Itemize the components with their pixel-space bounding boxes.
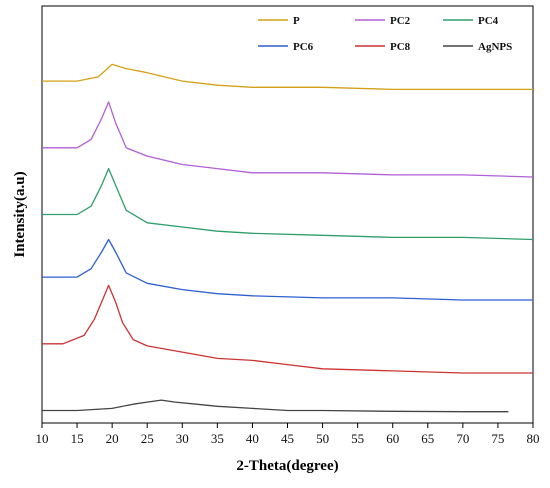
- x-tick-label: 35: [211, 431, 224, 446]
- x-tick-label: 50: [316, 431, 329, 446]
- series-line-p: [42, 63, 533, 91]
- series-line-agnps: [42, 399, 509, 413]
- x-tick-label: 25: [141, 431, 154, 446]
- series-line-pc4: [42, 167, 534, 241]
- series-group: [42, 63, 534, 413]
- x-tick-label: 55: [351, 431, 364, 446]
- plot-area: 10 15 20 25 30 35 40 45 50 55 60 65 70 75 80: [36, 5, 540, 446]
- series-line-pc8: [42, 284, 533, 374]
- series-line-pc6: [42, 238, 533, 301]
- x-tick-label: 65: [421, 431, 434, 446]
- x-tick-label: 80: [527, 431, 540, 446]
- x-tick-label: 70: [456, 431, 469, 446]
- x-tick-label: 40: [246, 431, 259, 446]
- legend-label-pc2: PC2: [390, 15, 411, 27]
- x-tick-label: 75: [491, 431, 504, 446]
- legend-label-pc4: PC4: [478, 15, 499, 27]
- x-tick-label: 30: [176, 431, 189, 446]
- x-tick-label: 45: [281, 431, 294, 446]
- x-tick-label: 20: [106, 431, 119, 446]
- legend-label-pc8: PC8: [390, 41, 411, 53]
- y-axis-title: Intensity(a.u): [12, 171, 28, 257]
- legend-label-pc6: PC6: [293, 41, 314, 53]
- x-axis-ticks: 10 15 20 25 30 35 40 45 50 55 60 65 70 75 80: [36, 423, 540, 446]
- legend: P PC2 PC4 PC6 PC8 AgNPS: [258, 15, 512, 53]
- legend-label-agnps: AgNPS: [478, 41, 512, 53]
- x-axis-title: 2-Theta(degree): [236, 458, 338, 474]
- x-tick-label: 60: [386, 431, 399, 446]
- x-tick-label: 15: [71, 431, 84, 446]
- x-tick-label: 10: [36, 431, 49, 446]
- series-line-pc2: [42, 101, 534, 178]
- legend-label-p: P: [293, 15, 300, 27]
- plot-frame: [41, 5, 534, 424]
